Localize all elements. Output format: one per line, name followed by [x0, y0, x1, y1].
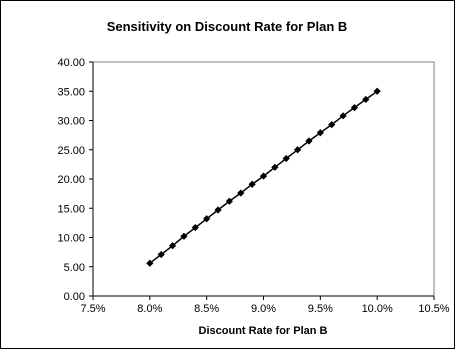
- x-axis-label: Discount Rate for Plan B: [199, 325, 328, 337]
- y-tick-label: 25.00: [57, 145, 85, 157]
- x-tick-label: 10.0%: [362, 303, 393, 315]
- y-tick-label: 10.00: [57, 233, 85, 245]
- x-tick-label: 10.5%: [418, 303, 449, 315]
- y-tick-label: 0.00: [64, 291, 85, 303]
- y-tick-label: 20.00: [57, 174, 85, 186]
- y-tick-label: 40.00: [57, 57, 85, 69]
- x-tick-label: 9.0%: [251, 303, 276, 315]
- y-tick-label: 30.00: [57, 116, 85, 128]
- chart-title: Sensitivity on Discount Rate for Plan B: [107, 19, 348, 34]
- y-tick-label: 35.00: [57, 86, 85, 98]
- y-tick-label: 5.00: [64, 262, 85, 274]
- x-tick-label: 8.0%: [137, 303, 162, 315]
- x-tick-label: 8.5%: [194, 303, 219, 315]
- x-tick-label: 7.5%: [80, 303, 105, 315]
- x-tick-label: 9.5%: [308, 303, 333, 315]
- y-tick-label: 15.00: [57, 203, 85, 215]
